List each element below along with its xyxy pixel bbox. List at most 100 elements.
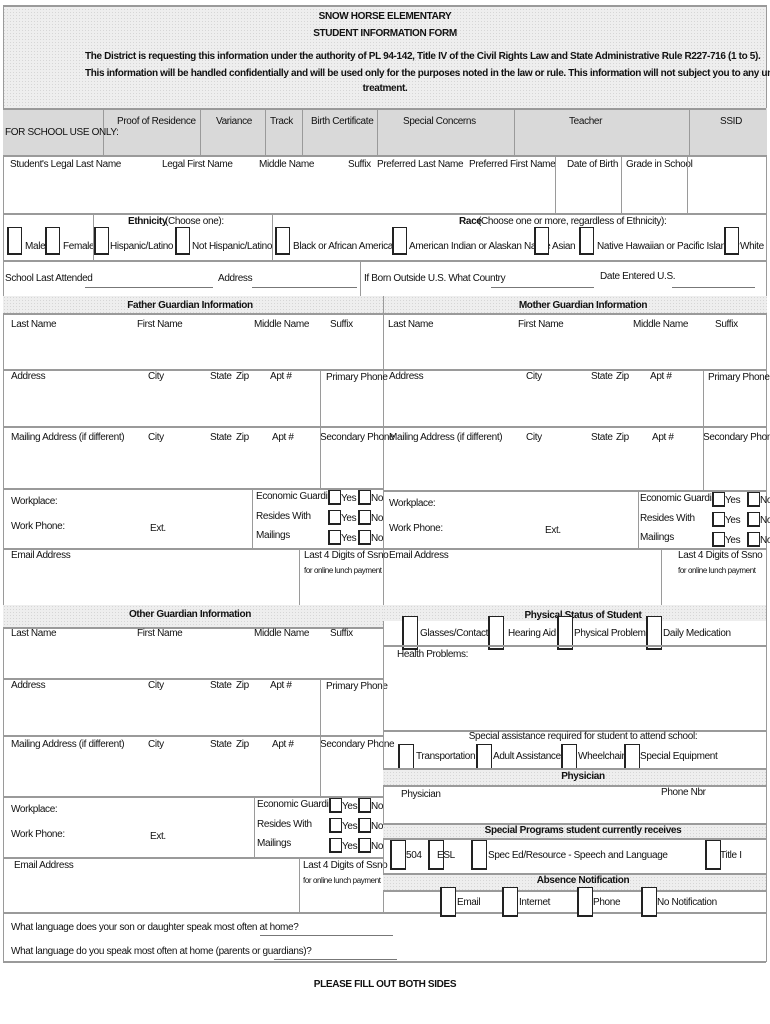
special-assistance-label: Wheelchair	[578, 751, 625, 762]
mother-mailing-address-label: Mailing Address (if different)	[389, 432, 503, 443]
special-program-checkbox[interactable]	[390, 840, 406, 870]
other-ext-label: Ext.	[150, 831, 166, 842]
race-label: Native Hawaiian or Pacific Islander	[597, 241, 740, 252]
father-mailings-yes-checkbox[interactable]	[328, 530, 341, 545]
language-child-input[interactable]	[260, 935, 393, 936]
date-entered-input[interactable]	[672, 287, 755, 288]
mother-resides-with-no-checkbox[interactable]	[747, 512, 760, 527]
ethnicity-hint: (Choose one):	[165, 216, 224, 227]
school-address-input[interactable]	[252, 287, 357, 288]
divider	[299, 548, 300, 605]
physician-header-band	[383, 768, 766, 785]
other-resides-with-no-checkbox[interactable]	[358, 818, 371, 833]
divider	[3, 108, 766, 110]
race-checkbox[interactable]	[579, 227, 594, 255]
divider	[93, 213, 94, 260]
race-checkbox[interactable]	[275, 227, 290, 255]
mother-mailings-no-checkbox[interactable]	[747, 532, 760, 547]
special-program-checkbox[interactable]	[428, 840, 444, 870]
father-mailing-apt-label: Apt #	[272, 432, 294, 443]
other-ssn-label: Last 4 Digits of Ssno	[303, 860, 388, 871]
mother-resides-with-yes-checkbox[interactable]	[712, 512, 725, 527]
father-resides-with-yes-checkbox[interactable]	[328, 510, 341, 525]
special-assistance-title: Special assistance required for student …	[468, 731, 698, 742]
other-economic-guardian-yes-checkbox[interactable]	[329, 798, 342, 813]
divider	[621, 155, 622, 213]
school-name: SNOW HORSE ELEMENTARY	[318, 11, 452, 22]
father-economic-guardian-no-checkbox[interactable]	[358, 490, 371, 505]
hispanic-checkbox[interactable]	[94, 227, 109, 255]
ethnicity-title: Ethnicity	[128, 216, 168, 227]
divider	[3, 627, 383, 629]
race-checkbox[interactable]	[392, 227, 407, 255]
phone-number-label: Phone Nbr	[661, 787, 706, 798]
male-checkbox[interactable]	[7, 227, 22, 255]
mother-suffix-label: Suffix	[715, 319, 738, 330]
race-checkbox[interactable]	[724, 227, 739, 255]
not-hispanic-checkbox[interactable]	[175, 227, 190, 255]
other-apt-label: Apt #	[270, 680, 292, 691]
physical-status-label: Physical Problems	[574, 628, 651, 639]
divider	[3, 260, 766, 262]
mother-address-label: Address	[389, 371, 424, 382]
student-field-label: Grade in School	[626, 159, 693, 170]
father-resides-with-no-checkbox[interactable]	[358, 510, 371, 525]
father-zip-label: Zip	[236, 371, 249, 382]
absence-notification-checkbox[interactable]	[641, 887, 657, 917]
divider	[3, 313, 766, 315]
divider	[3, 369, 383, 371]
mother-workplace-label: Workplace:	[389, 498, 436, 509]
father-economic-guardian-yes-checkbox[interactable]	[328, 490, 341, 505]
other-mailings-label: Mailings	[257, 838, 291, 849]
student-field-label: Preferred First Name	[469, 159, 556, 170]
school-use-column: Birth Certificate	[311, 116, 374, 127]
other-resides-with-yes-checkbox[interactable]	[329, 818, 342, 833]
other-primary-phone-label: Primary Phone	[326, 681, 388, 692]
mother-zip-label: Zip	[616, 371, 629, 382]
mother-ssn-label: Last 4 Digits of Ssno	[678, 550, 763, 561]
physical-status-checkbox[interactable]	[402, 616, 418, 650]
father-no-label: No	[371, 493, 384, 504]
mother-no-label: No	[760, 495, 770, 506]
mother-economic-guardian-yes-checkbox[interactable]	[712, 492, 725, 507]
special-program-checkbox[interactable]	[705, 840, 721, 870]
female-checkbox[interactable]	[45, 227, 60, 255]
mother-economic-guardian-no-checkbox[interactable]	[747, 492, 760, 507]
born-outside-input[interactable]	[491, 287, 594, 288]
father-mailings-no-checkbox[interactable]	[358, 530, 371, 545]
race-label: Black or African American	[293, 241, 399, 252]
divider	[3, 213, 766, 215]
frame-right	[766, 5, 767, 962]
other-middle-name-label: Middle Name	[254, 628, 310, 639]
school-last-attended-input[interactable]	[85, 287, 213, 288]
mother-middle-name-label: Middle Name	[633, 319, 689, 330]
student-field-label: Legal First Name	[162, 159, 233, 170]
notice-line: The District is requesting this informat…	[85, 51, 761, 62]
female-label: Female	[63, 241, 95, 252]
absence-notification-checkbox[interactable]	[440, 887, 456, 917]
physical-status-checkbox[interactable]	[646, 616, 662, 650]
absence-notification-checkbox[interactable]	[577, 887, 593, 917]
divider	[3, 857, 383, 859]
absence-notification-label: Phone	[593, 897, 621, 908]
divider	[320, 369, 321, 488]
physical-status-checkbox[interactable]	[488, 616, 504, 650]
other-mailings-yes-checkbox[interactable]	[329, 838, 342, 853]
divider	[320, 678, 321, 796]
special-program-checkbox[interactable]	[471, 840, 487, 870]
other-mailing-address-label: Mailing Address (if different)	[11, 739, 125, 750]
language-child-question: What language does your son or daughter …	[11, 922, 299, 933]
language-parent-input[interactable]	[274, 959, 397, 960]
race-checkbox[interactable]	[534, 227, 549, 255]
other-mailings-no-checkbox[interactable]	[358, 838, 371, 853]
mother-mailings-yes-checkbox[interactable]	[712, 532, 725, 547]
school-use-column: Variance	[216, 116, 252, 127]
physical-status-checkbox[interactable]	[557, 616, 573, 650]
divider	[383, 730, 766, 732]
divider	[3, 678, 383, 680]
school-use-column: Proof of Residence	[117, 116, 196, 127]
other-economic-guardian-no-checkbox[interactable]	[358, 798, 371, 813]
physical-status-title: Physical Status of Student	[524, 610, 642, 621]
absence-notification-checkbox[interactable]	[502, 887, 518, 917]
father-address-label: Address	[11, 371, 46, 382]
